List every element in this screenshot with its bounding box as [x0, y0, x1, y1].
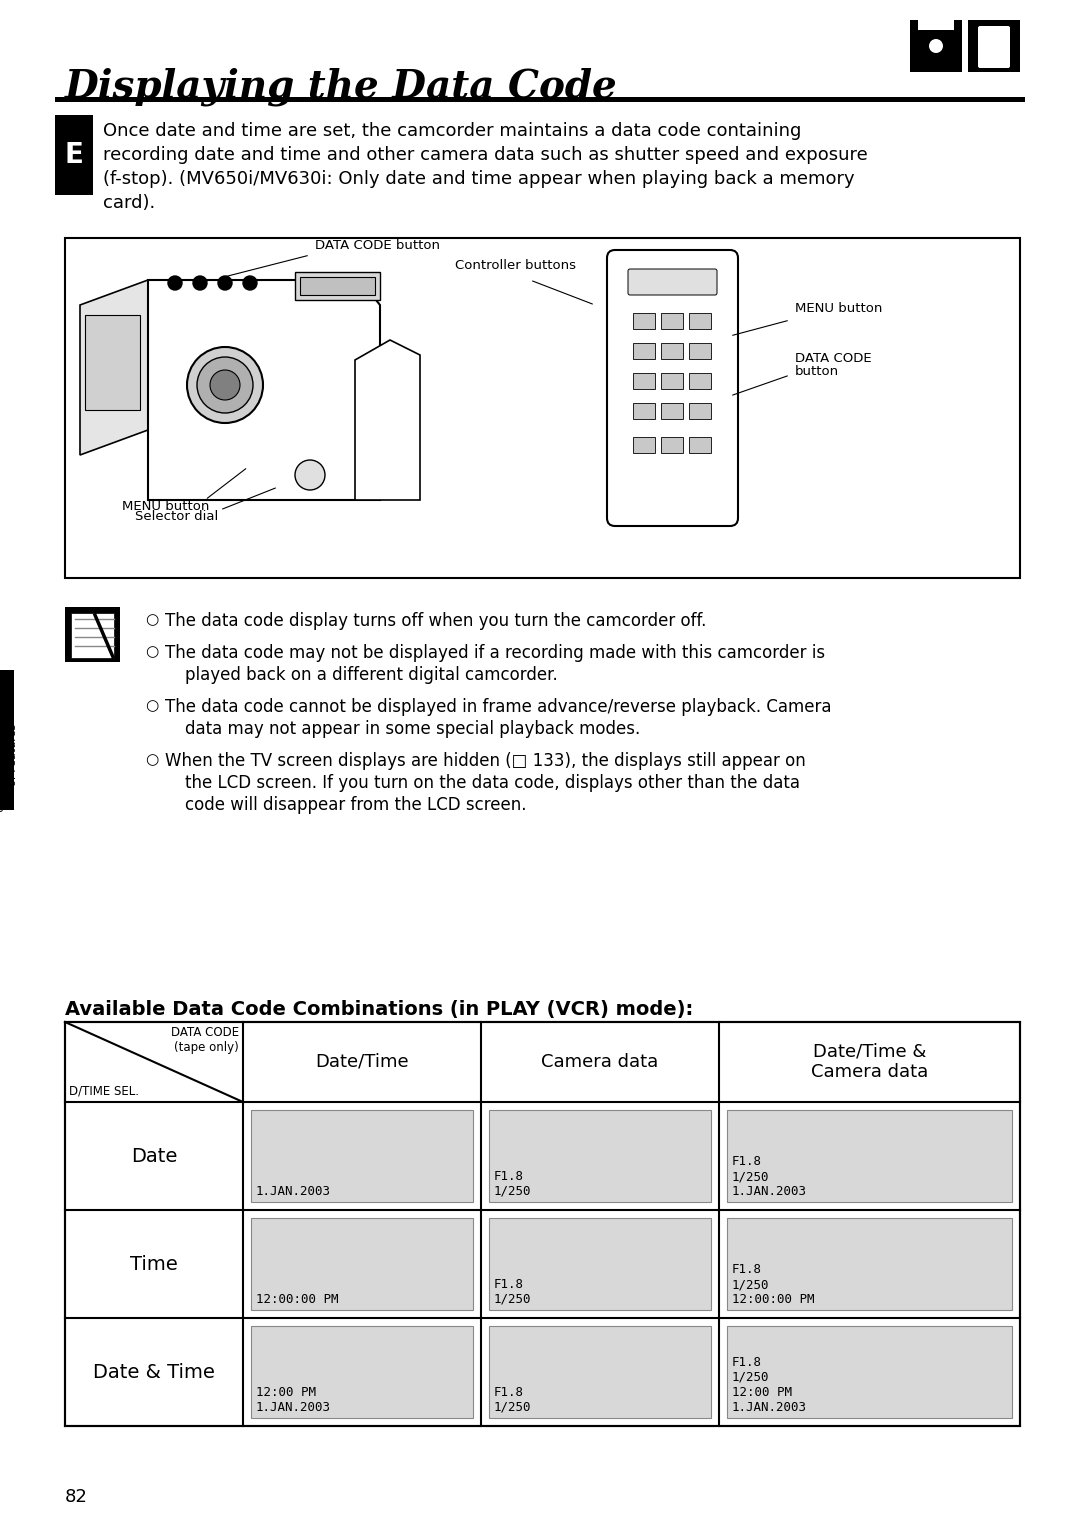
Text: MENU button: MENU button: [795, 302, 882, 315]
Bar: [71, 612, 114, 659]
Text: Date: Date: [131, 1147, 177, 1165]
Bar: [661, 404, 683, 419]
Text: DATA CODE
(tape only): DATA CODE (tape only): [171, 1025, 239, 1055]
Bar: [661, 313, 683, 328]
Polygon shape: [355, 339, 420, 500]
Bar: [295, 272, 380, 299]
Text: Time: Time: [130, 1254, 178, 1274]
Text: button: button: [795, 365, 839, 378]
Bar: [65, 606, 120, 662]
Text: The data code display turns off when you turn the camcorder off.: The data code display turns off when you…: [165, 612, 706, 629]
Text: Available Data Code Combinations (in PLAY (VCR) mode):: Available Data Code Combinations (in PLA…: [65, 999, 693, 1019]
Bar: [0, 669, 14, 810]
Text: The data code cannot be displayed in frame advance/reverse playback. Camera: The data code cannot be displayed in fra…: [165, 698, 832, 715]
Circle shape: [218, 276, 232, 290]
Bar: [489, 1217, 711, 1309]
Text: ○: ○: [145, 752, 159, 768]
Text: F1.8
1/250
12:00:00 PM: F1.8 1/250 12:00:00 PM: [732, 1263, 814, 1306]
FancyBboxPatch shape: [607, 250, 738, 527]
Text: the LCD screen. If you turn on the data code, displays other than the data: the LCD screen. If you turn on the data …: [185, 774, 800, 792]
Text: (f-stop). (MV650i/MV630i: Only date and time appear when playing back a memory: (f-stop). (MV650i/MV630i: Only date and …: [103, 170, 854, 187]
Text: ○: ○: [145, 612, 159, 626]
Text: MENU button: MENU button: [122, 500, 210, 513]
Text: recording date and time and other camera data such as shutter speed and exposure: recording date and time and other camera…: [103, 146, 867, 164]
Text: Selector dial: Selector dial: [135, 510, 218, 523]
Text: DATA CODE button: DATA CODE button: [315, 239, 440, 252]
Bar: [633, 313, 654, 328]
Text: The data code may not be displayed if a recording made with this camcorder is: The data code may not be displayed if a …: [165, 645, 825, 662]
Bar: [918, 0, 954, 31]
Text: played back on a different digital camcorder.: played back on a different digital camco…: [185, 666, 557, 685]
Bar: [968, 20, 1020, 72]
Bar: [633, 342, 654, 359]
Bar: [300, 276, 375, 295]
Bar: [727, 1326, 1012, 1418]
Text: E: E: [65, 141, 83, 169]
Text: DATA CODE: DATA CODE: [795, 352, 872, 365]
Bar: [689, 404, 711, 419]
Bar: [661, 342, 683, 359]
Bar: [633, 437, 654, 453]
Circle shape: [243, 276, 257, 290]
Bar: [727, 1217, 1012, 1309]
Bar: [661, 437, 683, 453]
Text: Once date and time are set, the camcorder maintains a data code containing: Once date and time are set, the camcorde…: [103, 121, 801, 140]
Text: Displaying the Data Code: Displaying the Data Code: [65, 68, 618, 106]
Polygon shape: [148, 279, 380, 500]
Text: F1.8
1/250: F1.8 1/250: [494, 1386, 531, 1414]
Polygon shape: [80, 279, 148, 454]
Text: ○: ○: [145, 645, 159, 659]
Bar: [251, 1217, 473, 1309]
Text: 82: 82: [65, 1487, 87, 1506]
Text: 12:00 PM
1.JAN.2003: 12:00 PM 1.JAN.2003: [256, 1386, 330, 1414]
Text: code will disappear from the LCD screen.: code will disappear from the LCD screen.: [185, 797, 527, 814]
Text: Date/Time &
Camera data: Date/Time & Camera data: [811, 1042, 928, 1081]
Text: card).: card).: [103, 193, 156, 212]
Text: 1.JAN.2003: 1.JAN.2003: [256, 1185, 330, 1197]
Bar: [251, 1110, 473, 1202]
Text: data may not appear in some special playback modes.: data may not appear in some special play…: [185, 720, 640, 738]
Circle shape: [187, 347, 264, 424]
Circle shape: [193, 276, 207, 290]
Text: 12:00:00 PM: 12:00:00 PM: [256, 1292, 338, 1306]
Text: F1.8
1/250: F1.8 1/250: [494, 1170, 531, 1197]
Circle shape: [926, 35, 946, 55]
Circle shape: [929, 38, 943, 54]
Text: When the TV screen displays are hidden (□ 133), the displays still appear on: When the TV screen displays are hidden (…: [165, 752, 806, 771]
Text: Controller buttons: Controller buttons: [455, 259, 576, 272]
Bar: [661, 373, 683, 388]
Circle shape: [197, 358, 253, 413]
Circle shape: [295, 460, 325, 490]
Bar: [689, 437, 711, 453]
Text: F1.8
1/250
12:00 PM
1.JAN.2003: F1.8 1/250 12:00 PM 1.JAN.2003: [732, 1355, 807, 1414]
FancyBboxPatch shape: [978, 26, 1010, 68]
Text: F1.8
1/250
1.JAN.2003: F1.8 1/250 1.JAN.2003: [732, 1154, 807, 1197]
Bar: [689, 313, 711, 328]
Bar: [65, 1022, 1020, 1426]
Bar: [727, 1110, 1012, 1202]
Bar: [251, 1326, 473, 1418]
Text: D/TIME SEL.: D/TIME SEL.: [69, 1085, 139, 1098]
Text: Using the Full Range
of Features: Using the Full Range of Features: [0, 697, 17, 812]
Text: F1.8
1/250: F1.8 1/250: [494, 1279, 531, 1306]
Bar: [55, 115, 93, 195]
Text: Date & Time: Date & Time: [93, 1363, 215, 1382]
Circle shape: [168, 276, 183, 290]
Bar: [489, 1110, 711, 1202]
Bar: [65, 238, 1020, 579]
FancyBboxPatch shape: [627, 269, 717, 295]
Bar: [489, 1326, 711, 1418]
Bar: [910, 20, 962, 72]
Bar: [85, 315, 140, 410]
Bar: [633, 373, 654, 388]
Circle shape: [210, 370, 240, 401]
Bar: [689, 373, 711, 388]
Bar: [55, 97, 1025, 101]
Text: Camera data: Camera data: [541, 1053, 659, 1071]
Text: Date/Time: Date/Time: [315, 1053, 409, 1071]
Bar: [689, 342, 711, 359]
Bar: [633, 404, 654, 419]
Bar: [924, 20, 936, 28]
Text: ○: ○: [145, 698, 159, 712]
